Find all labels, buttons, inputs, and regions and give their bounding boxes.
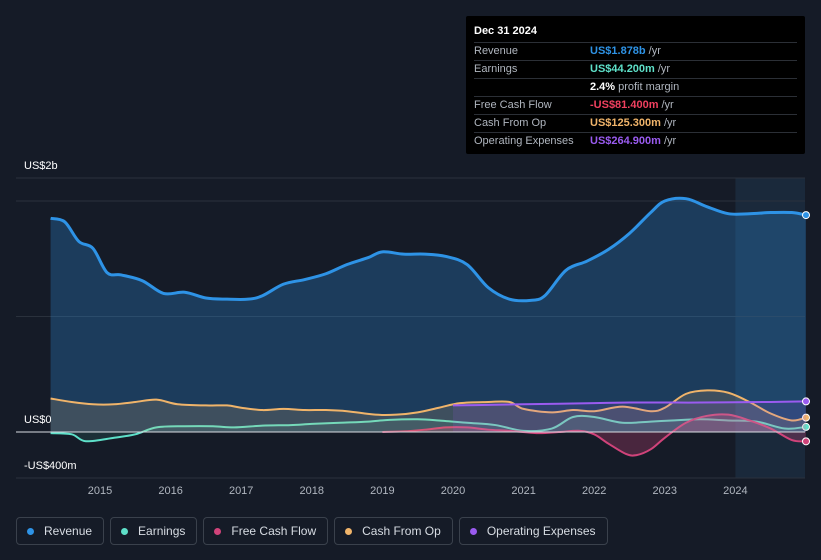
tooltip-value: US$44.200m: [590, 63, 655, 75]
x-tick-label: 2017: [228, 485, 254, 497]
tooltip-row-earnings: Earnings US$44.200m /yr: [474, 60, 797, 77]
legend-item-operating-expenses[interactable]: Operating Expenses: [458, 517, 608, 545]
tooltip-unit: /yr: [661, 99, 674, 111]
legend-dot-icon: [214, 527, 222, 535]
tooltip-value: -US$81.400m: [590, 99, 659, 111]
tooltip-label: Revenue: [474, 45, 519, 57]
series-endpoint-earnings: [802, 422, 810, 431]
tooltip-row-profit-margin: 2.4% profit margin: [474, 78, 797, 95]
tooltip-unit: /yr: [648, 45, 661, 57]
series-line-cash-from-op: [50, 389, 807, 422]
tooltip-row-revenue: Revenue US$1.878b /yr: [474, 42, 797, 59]
x-tick-label: 2018: [299, 485, 325, 497]
tooltip-label: Free Cash Flow: [474, 99, 552, 111]
x-tick-label: 2024: [723, 485, 748, 497]
tooltip-label: Cash From Op: [474, 117, 547, 129]
tooltip-row-operating-expenses: Operating Expenses US$264.900m /yr: [474, 132, 797, 149]
series-area-free-cash-flow: [382, 414, 806, 456]
x-tick-label: 2016: [158, 485, 183, 497]
y-tick-label-zero: US$0: [24, 414, 52, 426]
legend-label: Free Cash Flow: [231, 524, 317, 538]
x-tick-label: 2020: [440, 485, 466, 497]
legend-item-cash-from-op[interactable]: Cash From Op: [334, 517, 453, 545]
legend-label: Revenue: [44, 524, 93, 538]
legend-label: Earnings: [138, 524, 186, 538]
tooltip-row-free-cash-flow: Free Cash Flow -US$81.400m /yr: [474, 96, 797, 113]
series-line-free-cash-flow: [382, 413, 807, 457]
legend-item-revenue[interactable]: Revenue: [16, 517, 105, 545]
tooltip-value: 2.4%: [590, 81, 616, 93]
series-line-revenue: [50, 196, 807, 303]
tooltip-unit: /yr: [663, 117, 677, 129]
y-tick-label-bottom: -US$400m: [24, 460, 77, 472]
series-endpoint-revenue: [802, 211, 810, 220]
tooltip-unit: /yr: [657, 63, 671, 75]
tooltip-unit: /yr: [663, 135, 677, 147]
tooltip-label: [474, 79, 590, 95]
tooltip-value: US$264.900m: [590, 135, 661, 147]
legend-label: Operating Expenses: [486, 524, 596, 538]
series-endpoint-cash-from-op: [802, 413, 810, 422]
tooltip-label: Operating Expenses: [474, 135, 574, 147]
tooltip-label: Earnings: [474, 63, 518, 75]
series-area-operating-expenses: [453, 401, 806, 432]
x-tick-label: 2021: [511, 485, 536, 497]
series-line-operating-expenses: [452, 400, 807, 407]
legend-item-earnings[interactable]: Earnings: [110, 517, 198, 545]
series-area-revenue: [50, 198, 806, 432]
legend-dot-icon: [121, 527, 129, 535]
tooltip-unit: profit margin: [618, 81, 680, 93]
legend: Revenue Earnings Free Cash Flow Cash Fro…: [16, 517, 614, 545]
series-endpoint-free-cash-flow: [802, 437, 810, 446]
tooltip-value: US$1.878b: [590, 45, 646, 57]
series-line-earnings: [50, 414, 807, 443]
tooltip-row-cash-from-op: Cash From Op US$125.300m /yr: [474, 114, 797, 131]
x-tick-label: 2015: [87, 485, 113, 497]
tooltip-value: US$125.300m: [590, 117, 661, 129]
x-tick-label: 2019: [370, 485, 395, 497]
legend-dot-icon: [469, 527, 477, 535]
legend-item-free-cash-flow[interactable]: Free Cash Flow: [203, 517, 329, 545]
legend-dot-icon: [27, 527, 34, 535]
y-tick-label-top: US$2b: [24, 160, 58, 172]
legend-dot-icon: [345, 527, 353, 535]
tooltip-date: Dec 31 2024: [474, 25, 537, 37]
tooltip-panel: Dec 31 2024 Revenue US$1.878b /yr Earnin…: [466, 16, 805, 154]
legend-label: Cash From Op: [362, 524, 441, 538]
x-tick-label: 2023: [652, 485, 678, 497]
x-tick-label: 2022: [581, 485, 607, 497]
series-endpoint-operating-expenses: [802, 397, 810, 406]
